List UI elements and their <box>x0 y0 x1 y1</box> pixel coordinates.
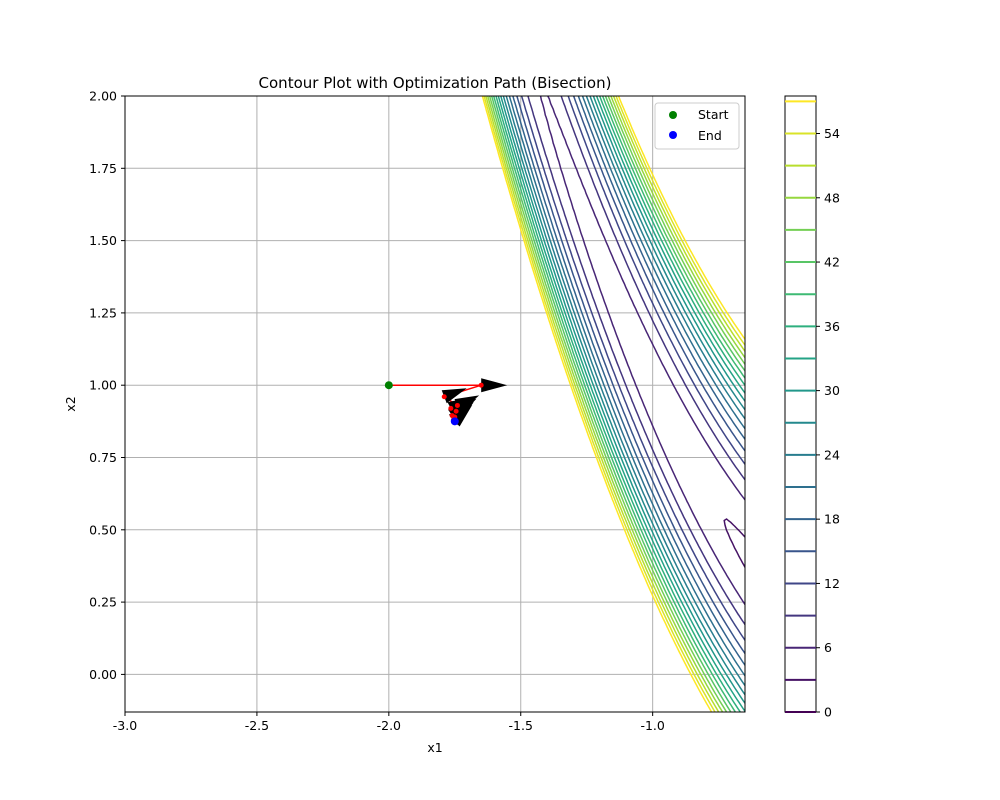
path-point-3 <box>454 402 460 408</box>
colorbar-tick-label-9: 54 <box>824 126 840 141</box>
contour-level-24 <box>505 96 745 687</box>
y-tick-label-2: 0.50 <box>89 522 117 537</box>
optimization-path <box>384 378 508 427</box>
y-tick-label-1: 0.25 <box>89 595 117 610</box>
y-tick-label-0: 0.00 <box>89 667 117 682</box>
y-tick-label-4: 1.00 <box>89 378 117 393</box>
legend-start-marker <box>669 111 677 119</box>
colorbar-tick-label-0: 0 <box>824 705 832 720</box>
contour-level-9 <box>527 96 745 626</box>
path-point-2 <box>441 394 447 400</box>
contour-level-30 <box>499 96 745 705</box>
contour-level-57 <box>481 96 745 712</box>
colorbar-ticks: 0 6 12 18 24 30 36 42 48 54 <box>816 126 840 720</box>
contour-level-39 <box>492 96 745 712</box>
colorbar-frame <box>784 95 817 713</box>
y-tick-label-5: 1.25 <box>89 305 117 320</box>
plot-area: -3.0 -2.5 -2.0 -1.5 -1.0 0.00 0.25 0.50 0.75 1.0… <box>89 89 746 733</box>
path-point-5 <box>453 408 459 414</box>
contour-level-15 <box>516 96 745 655</box>
contour-level-54 <box>483 96 745 712</box>
y-tick-label-7: 1.75 <box>89 161 117 176</box>
contour-level-18 <box>512 96 745 667</box>
contour-level-12 <box>520 96 745 642</box>
colorbar-tick-label-3: 18 <box>824 512 840 527</box>
path-point-4 <box>448 405 454 411</box>
contour-level-33 <box>497 96 745 712</box>
x-tick-label-3: -1.5 <box>509 718 533 733</box>
y-tick-label-3: 0.75 <box>89 450 117 465</box>
legend: Start End <box>654 102 740 150</box>
y-tick-label-8: 2.00 <box>89 89 117 104</box>
x-tick-label-2: -2.0 <box>377 718 401 733</box>
legend-start-label: Start <box>698 107 729 122</box>
x-tick-label-1: -2.5 <box>245 718 269 733</box>
y-tick-label-6: 1.50 <box>89 233 117 248</box>
y-axis-ticks: 0.00 0.25 0.50 0.75 1.00 1.25 1.50 1.75 2.00 <box>89 89 125 682</box>
contour-level-48 <box>486 96 745 712</box>
colorbar-tick-label-8: 48 <box>824 190 840 205</box>
path-point-1 <box>478 382 484 388</box>
contour-level-45 <box>488 96 745 712</box>
contour-level-6 <box>539 96 745 606</box>
path-step-arrow-0 <box>481 378 508 393</box>
y-axis-label: x2 <box>63 396 78 411</box>
x-axis-ticks: -3.0 -2.5 -2.0 -1.5 -1.0 <box>113 712 665 733</box>
colorbar-tick-label-7: 42 <box>824 255 840 270</box>
chart-title: Contour Plot with Optimization Path (Bis… <box>259 74 612 92</box>
contour-level-3 <box>723 518 745 569</box>
axes-frame <box>124 95 746 713</box>
contour-lines <box>481 96 745 712</box>
contour-level-51 <box>485 96 745 712</box>
end-marker <box>450 417 459 426</box>
path-step-arrow-1 <box>441 388 467 404</box>
x-tick-label-0: -3.0 <box>113 718 137 733</box>
colorbar-tick-label-6: 36 <box>824 319 840 334</box>
x-axis-label: x1 <box>427 740 442 755</box>
legend-end-marker <box>669 131 677 139</box>
colorbar-tick-label-1: 6 <box>824 640 832 655</box>
contour-level-42 <box>490 96 745 712</box>
colorbar-level-lines <box>785 100 816 713</box>
contour-level-21 <box>508 96 745 678</box>
colorbar-tick-label-5: 30 <box>824 383 840 398</box>
contour-level-27 <box>502 96 745 697</box>
legend-end-label: End <box>698 128 722 143</box>
contour-level-36 <box>495 96 745 712</box>
colorbar: 0 6 12 18 24 30 36 42 48 54 <box>784 95 840 720</box>
x-tick-label-4: -1.0 <box>640 718 664 733</box>
colorbar-tick-label-4: 24 <box>824 447 840 462</box>
colorbar-tick-label-2: 12 <box>824 576 840 591</box>
start-marker <box>384 381 393 390</box>
